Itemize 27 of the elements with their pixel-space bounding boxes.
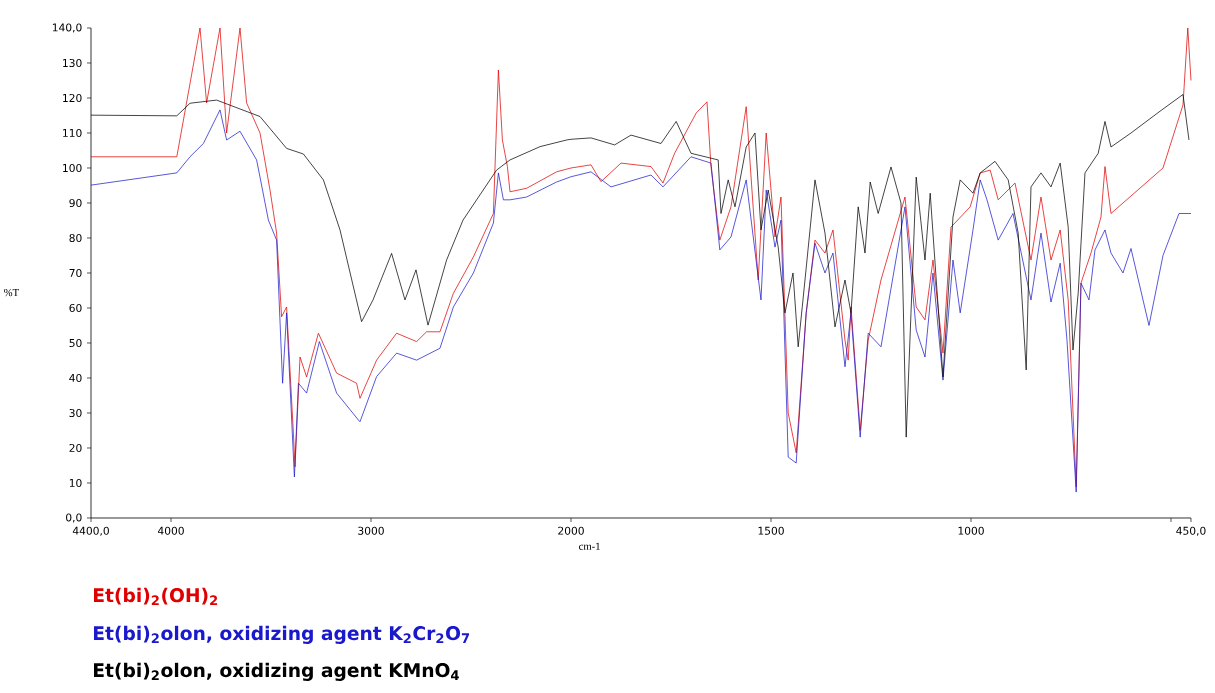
x-tick-label: 3000 bbox=[358, 526, 384, 535]
y-tick-label: 20 bbox=[69, 443, 82, 453]
text: Et(bi)$_{2}$(OH)$_{2}$ bbox=[93, 587, 218, 606]
text: Et(bi)$_{2}$olon, oxidizing agent KMnO$_{4}$ bbox=[93, 662, 459, 682]
x-tick-label: 1500 bbox=[758, 526, 784, 535]
y-tick-label: 130 bbox=[63, 58, 82, 68]
y-tick-label: 90 bbox=[69, 198, 82, 208]
y-tick-label: 80 bbox=[69, 233, 82, 243]
x-tick-label: 1000 bbox=[958, 526, 984, 535]
y-tick-label: 100 bbox=[63, 163, 82, 173]
y-tick-label: 30 bbox=[69, 408, 82, 418]
x-axis-title: cm-1 bbox=[579, 542, 600, 550]
x-tick-label: 2000 bbox=[558, 526, 584, 535]
y-tick-label: 140,0 bbox=[52, 23, 82, 33]
y-tick-label: 0,0 bbox=[66, 513, 82, 523]
x-tick-label: 4400,0 bbox=[72, 526, 109, 536]
y-tick-label: 110 bbox=[63, 128, 82, 138]
y-tick-label: 50 bbox=[69, 338, 82, 348]
y-tick-label: 40 bbox=[69, 373, 82, 383]
x-tick-label: 450,0 bbox=[1176, 526, 1206, 536]
y-tick-label: 10 bbox=[69, 478, 82, 488]
text: Et(bi)$_{2}$olon, oxidizing agent K$_{2}$Cr$_{2}$O$_{7}$ bbox=[93, 625, 470, 645]
x-tick-label: 4000 bbox=[157, 526, 184, 535]
y-tick-label: 120 bbox=[63, 93, 82, 103]
y-axis-title: %T bbox=[4, 288, 19, 297]
y-tick-label: 60 bbox=[69, 303, 82, 313]
y-tick-label: 70 bbox=[69, 268, 82, 278]
